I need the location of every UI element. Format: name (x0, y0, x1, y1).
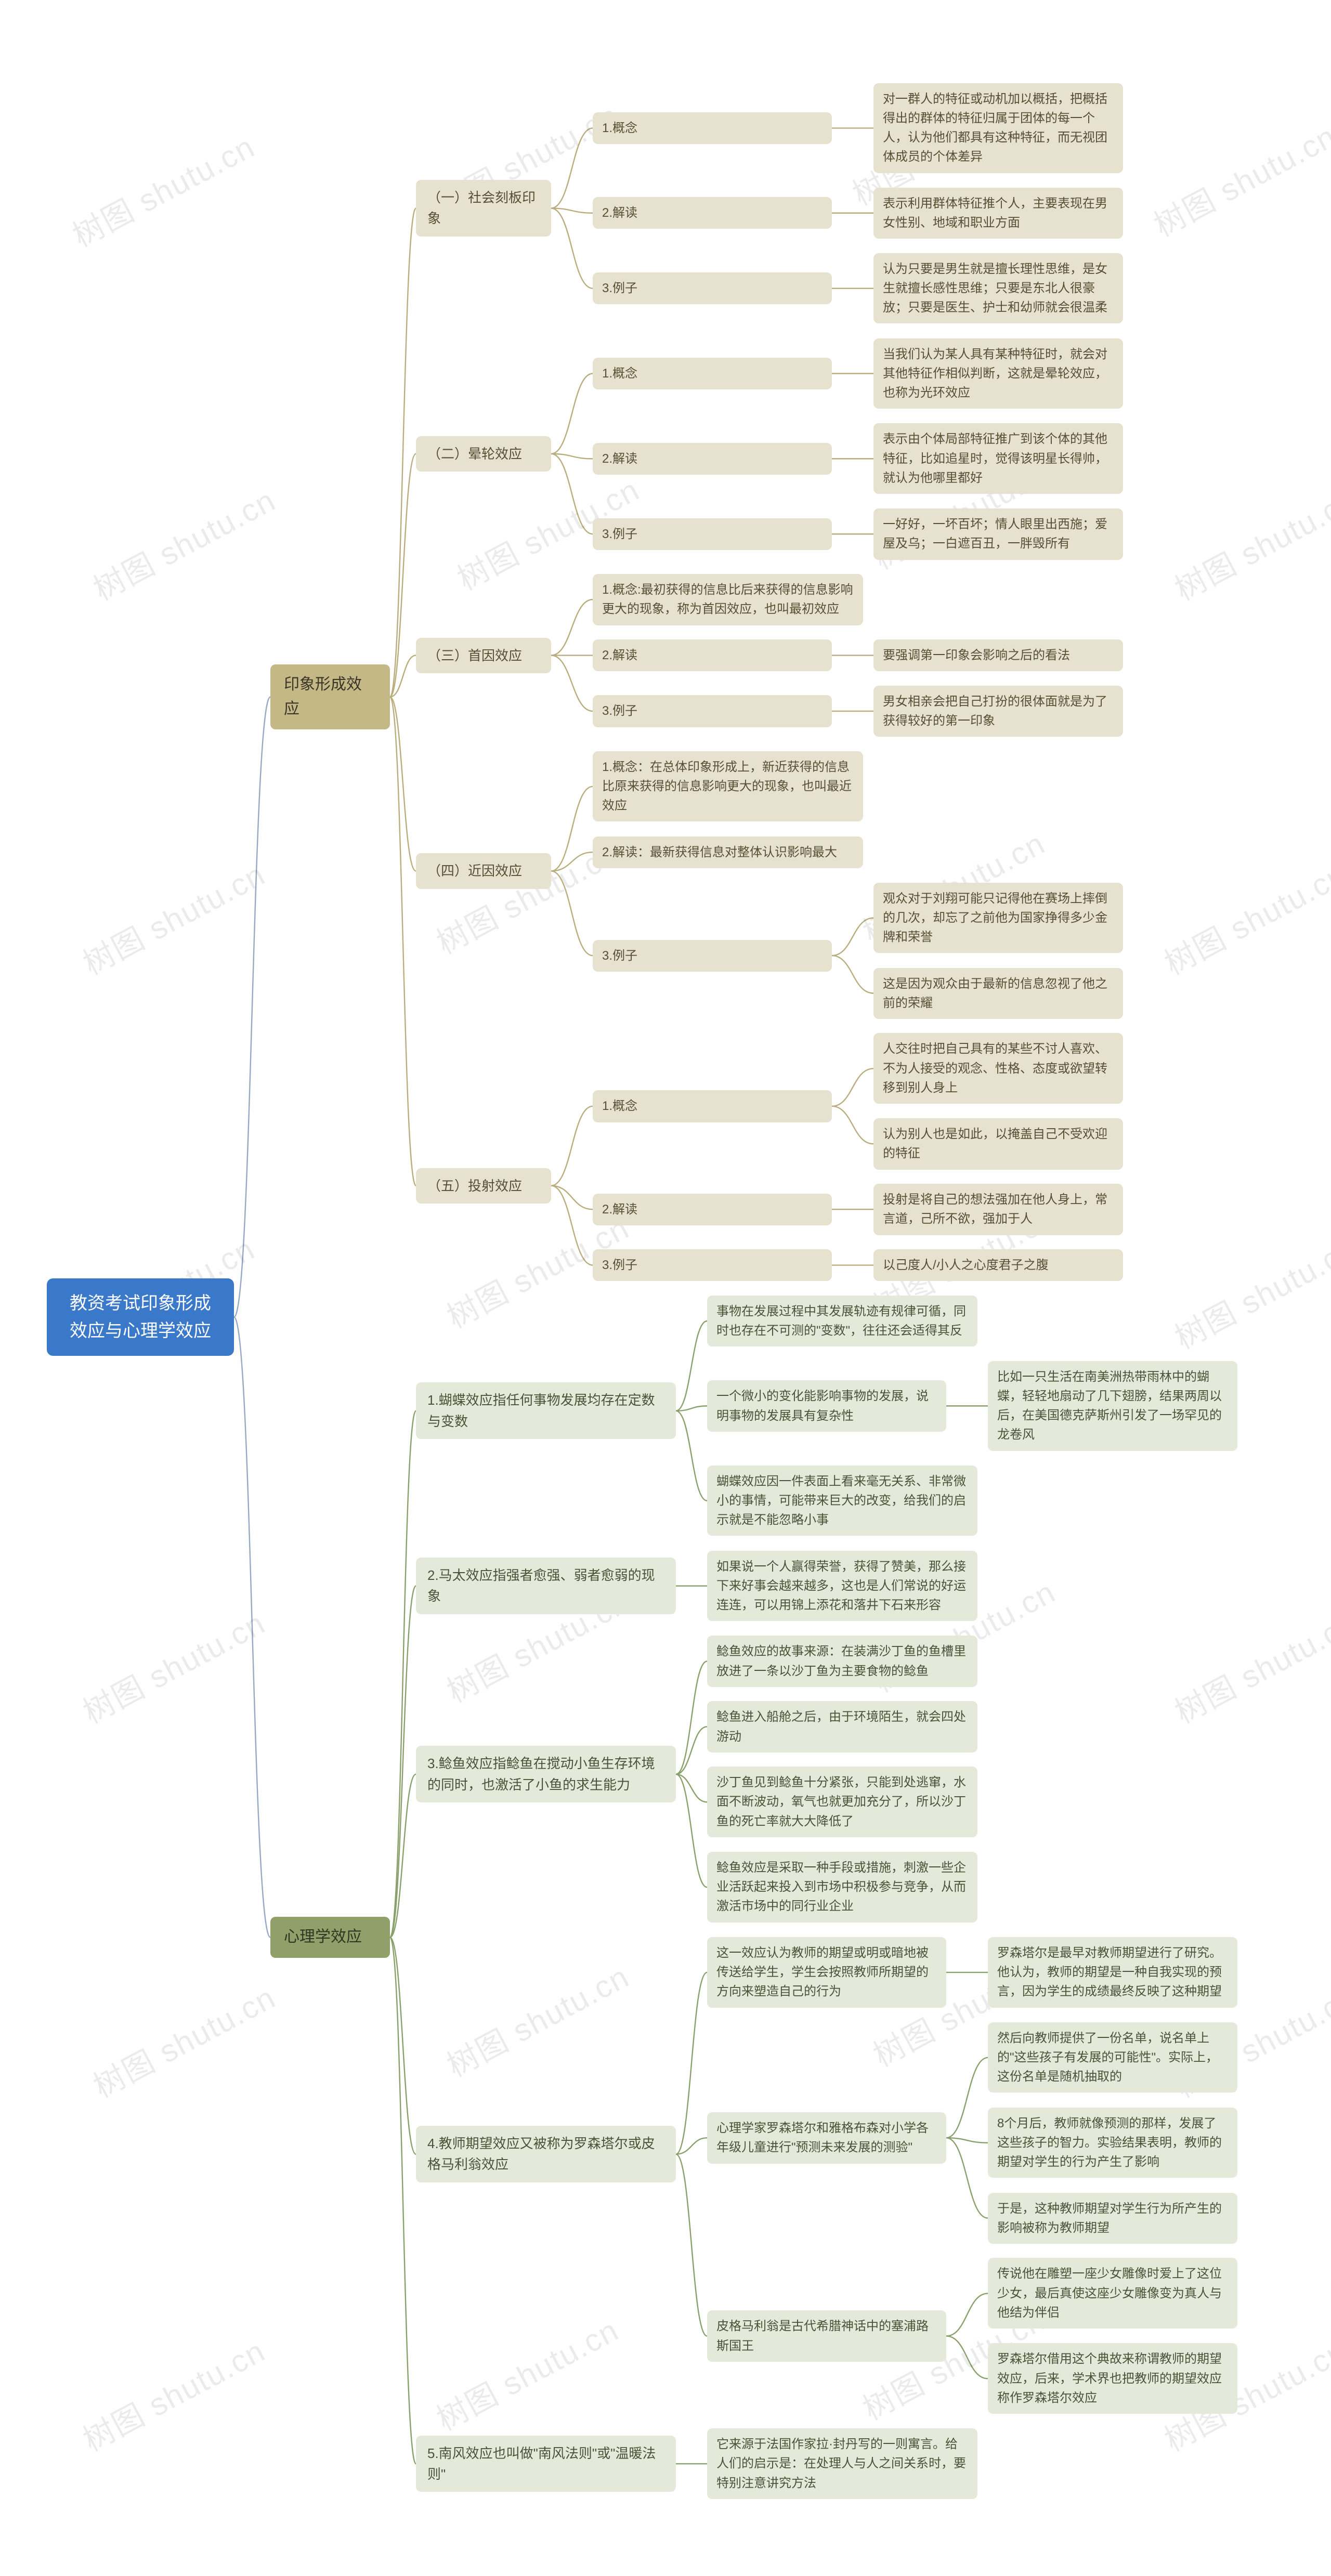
leaf-node: 鲶鱼效应是采取一种手段或措施，刺激一些企业活跃起来投入到市场中积极参与竞争，从而… (707, 1852, 977, 1923)
leaf-node: 表示由个体局部特征推广到该个体的其他特征，比如追星时，觉得该明星长得帅，就认为他… (873, 423, 1123, 494)
mindmap-stage: 树图 shutu.cn 树图 shutu.cn 树图 shutu.cn 树图 shut… (0, 0, 1331, 2576)
sub-node: （三）首因效应 (416, 638, 551, 673)
leaf-node: 对一群人的特征或动机加以概括，把概括得出的群体的特征归属于团体的每一个人，认为他… (873, 83, 1123, 173)
leaf-node: 观众对于刘翔可能只记得他在赛场上摔倒的几次，却忘了之前他为国家挣得多少金牌和荣誉 (873, 883, 1123, 953)
leaf-node: 1.概念 (593, 358, 832, 389)
leaf-node: 3.例子 (593, 1249, 832, 1281)
leaf-node: 以己度人/小人之心度君子之腹 (873, 1249, 1123, 1281)
leaf-node: 人交往时把自己具有的某些不讨人喜欢、不为人接受的观念、性格、态度或欲望转移到别人… (873, 1033, 1123, 1104)
watermark: 树图 shutu.cn (1166, 476, 1331, 610)
sub-node: （五）投射效应 (416, 1168, 551, 1204)
leaf-node: 罗森塔尔是最早对教师期望进行了研究。他认为，教师的期望是一种自我实现的预言，因为… (988, 1937, 1237, 2008)
watermark: 树图 shutu.cn (1155, 850, 1331, 984)
leaf-node: 皮格马利翁是古代希腊神话中的塞浦路斯国王 (707, 2310, 946, 2361)
section-node: 心理学效应 (270, 1917, 390, 1958)
watermark: 树图 shutu.cn (74, 1599, 272, 1733)
leaf-node: 表示利用群体特征推个人，主要表现在男女性别、地域和职业方面 (873, 188, 1123, 239)
leaf-node: 2.解读 (593, 197, 832, 229)
leaf-node: 3.例子 (593, 940, 832, 972)
leaf-node: 8个月后，教师就像预测的那样，发展了这些孩子的智力。实验结果表明，教师的期望对学… (988, 2108, 1237, 2178)
sub-node: （一）社会刻板印象 (416, 180, 551, 237)
leaf-node: 2.解读 (593, 639, 832, 671)
leaf-node: 如果说一个人赢得荣誉，获得了赞美，那么接下来好事会越来越多，这也是人们常说的好运… (707, 1551, 977, 1622)
leaf-node: 比如一只生活在南美洲热带雨林中的蝴蝶，轻轻地扇动了几下翅膀，结果两周以后，在美国… (988, 1361, 1237, 1451)
sub-node: （二）晕轮效应 (416, 436, 551, 472)
leaf-node: 于是，这种教师期望对学生行为所产生的影响被称为教师期望 (988, 2193, 1237, 2244)
watermark: 树图 shutu.cn (74, 850, 272, 984)
sub-node: 1.蝴蝶效应指任何事物发展均存在定数与变数 (416, 1382, 676, 1439)
leaf-node: 2.解读：最新获得信息对整体认识影响最大 (593, 836, 863, 868)
watermark: 树图 shutu.cn (63, 122, 262, 256)
leaf-node: 事物在发展过程中其发展轨迹有规律可循，同时也存在不可测的"变数"，往往还会适得其… (707, 1296, 977, 1346)
section-node: 印象形成效应 (270, 664, 390, 729)
watermark: 树图 shutu.cn (438, 1952, 636, 2086)
leaf-node: 男女相亲会把自己打扮的很体面就是为了获得较好的第一印象 (873, 686, 1123, 737)
watermark: 树图 shutu.cn (74, 2326, 272, 2461)
root-node: 教资考试印象形成效应与心理学效应 (47, 1278, 234, 1356)
watermark: 树图 shutu.cn (1166, 1599, 1331, 1733)
leaf-node: 传说他在雕塑一座少女雕像时爱上了这位少女，最后真使这座少女雕像变为真人与他结为伴… (988, 2258, 1237, 2329)
leaf-node: 它来源于法国作家拉·封丹写的一则寓言。给人们的启示是：在处理人与人之间关系时，要… (707, 2428, 977, 2499)
leaf-node: 3.例子 (593, 695, 832, 727)
sub-node: 3.鲶鱼效应指鲶鱼在搅动小鱼生存环境的同时，也激活了小鱼的求生能力 (416, 1746, 676, 1802)
leaf-node: 沙丁鱼见到鲶鱼十分紧张，只能到处逃窜，水面不断波动，氧气也就更加充分了，所以沙丁… (707, 1767, 977, 1837)
leaf-node: 罗森塔尔借用这个典故来称谓教师的期望效应，后来，学术界也把教师的期望效应称作罗森… (988, 2343, 1237, 2414)
leaf-node: 认为别人也是如此，以掩盖自己不受欢迎的特征 (873, 1118, 1123, 1169)
sub-node: （四）近因效应 (416, 853, 551, 888)
leaf-node: 一个微小的变化能影响事物的发展，说明事物的发展具有复杂性 (707, 1380, 946, 1431)
watermark: 树图 shutu.cn (1145, 112, 1331, 246)
leaf-node: 2.解读 (593, 1194, 832, 1225)
sub-node: 5.南风效应也叫做"南风法则"或"温暖法则" (416, 2436, 676, 2492)
leaf-node: 1.概念:最初获得的信息比后来获得的信息影响更大的现象，称为首因效应，也叫最初效… (593, 574, 863, 625)
leaf-node: 要强调第一印象会影响之后的看法 (873, 639, 1123, 671)
leaf-node: 3.例子 (593, 272, 832, 304)
leaf-node: 然后向教师提供了一份名单，说名单上的"这些孩子有发展的可能性"。实际上，这份名单… (988, 2022, 1237, 2093)
watermark: 树图 shutu.cn (1166, 1224, 1331, 1358)
leaf-node: 鲶鱼进入船舱之后，由于环境陌生，就会四处游动 (707, 1701, 977, 1752)
leaf-node: 鲶鱼效应的故事来源：在装满沙丁鱼的鱼槽里放进了一条以沙丁鱼为主要食物的鲶鱼 (707, 1636, 977, 1686)
leaf-node: 当我们认为某人具有某种特征时，就会对其他特征作相似判断，这就是晕轮效应，也称为光… (873, 338, 1123, 409)
leaf-node: 一好好，一坏百坏；情人眼里出西施；爱屋及乌；一白遮百丑，一胖毁所有 (873, 508, 1123, 559)
watermark: 树图 shutu.cn (84, 1973, 282, 2107)
watermark: 树图 shutu.cn (84, 476, 282, 610)
leaf-node: 3.例子 (593, 518, 832, 550)
leaf-node: 2.解读 (593, 443, 832, 475)
leaf-node: 这是因为观众由于最新的信息忽视了他之前的荣耀 (873, 968, 1123, 1019)
leaf-node: 认为只要是男生就是擅长理性思维，是女生就擅长感性思维；只要是东北人很豪放；只要是… (873, 253, 1123, 324)
sub-node: 2.马太效应指强者愈强、弱者愈弱的现象 (416, 1558, 676, 1614)
leaf-node: 1.概念 (593, 112, 832, 144)
leaf-node: 1.概念 (593, 1090, 832, 1122)
leaf-node: 投射是将自己的想法强加在他人身上，常言道，己所不欲，强加于人 (873, 1184, 1123, 1235)
leaf-node: 心理学家罗森塔尔和雅格布森对小学各年级儿童进行"预测未来发展的测验" (707, 2112, 946, 2163)
watermark: 树图 shutu.cn (427, 2306, 625, 2440)
leaf-node: 蝴蝶效应因一件表面上看来毫无关系、非常微小的事情，可能带来巨大的改变，给我们的启… (707, 1466, 977, 1536)
leaf-node: 1.概念：在总体印象形成上，新近获得的信息比原来获得的信息影响更大的现象，也叫最… (593, 751, 863, 822)
leaf-node: 这一效应认为教师的期望或明或暗地被传送给学生，学生会按照教师所期望的方向来塑造自… (707, 1937, 946, 2008)
sub-node: 4.教师期望效应又被称为罗森塔尔或皮格马利翁效应 (416, 2126, 676, 2182)
